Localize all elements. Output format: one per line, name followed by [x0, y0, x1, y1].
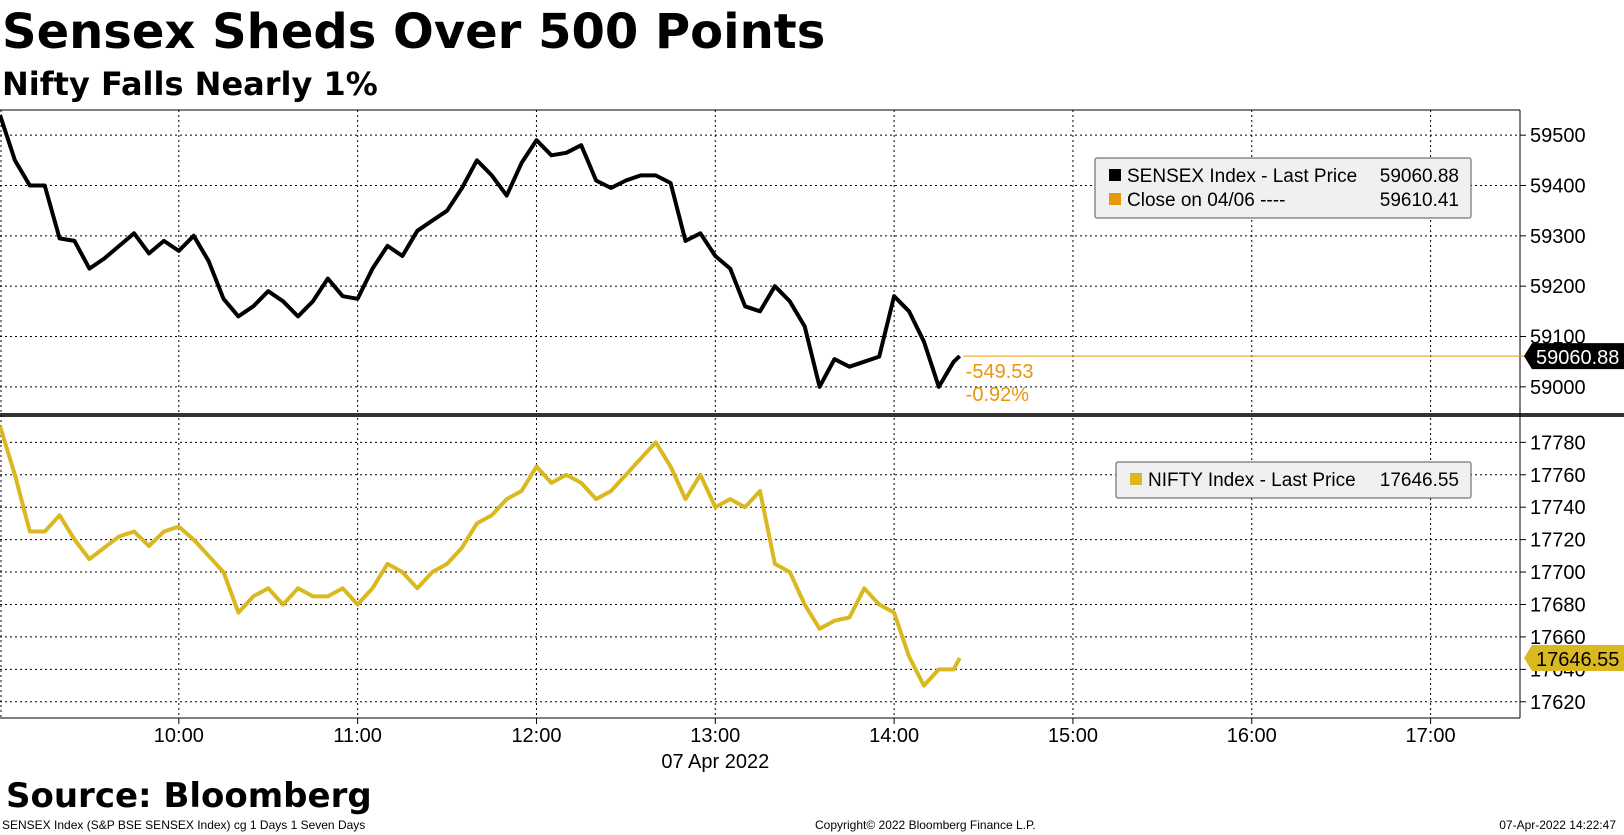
source-label: Source: Bloomberg [6, 776, 372, 816]
sensex-legend-label: Close on 04/06 ---- [1127, 190, 1285, 211]
chart-subtitle: Nifty Falls Nearly 1% [2, 65, 378, 103]
nifty-legend-swatch [1130, 473, 1142, 485]
top-y-tick-label: 59500 [1530, 125, 1586, 147]
top-y-tick-label: 59100 [1530, 327, 1586, 349]
sensex-last-value-tag-bg [1524, 343, 1624, 370]
nifty-last-value-tag: 17646.55 [1524, 645, 1624, 671]
nifty-legend-box [1115, 461, 1472, 499]
top-y-tick-label: 59000 [1530, 377, 1586, 399]
x-tick-label: 15:00 [1048, 725, 1098, 747]
top-y-tick-label: 59200 [1530, 276, 1586, 298]
x-tick-label: 10:00 [154, 725, 204, 747]
nifty-legend-value: 17646.55 [1380, 470, 1459, 491]
footer-copyright: Copyright© 2022 Bloomberg Finance L.P. [815, 818, 1036, 832]
x-tick-label: 11:00 [333, 725, 382, 747]
bottom-y-tick-label: 17720 [1530, 530, 1586, 552]
nifty-legend-label: NIFTY Index - Last Price [1148, 470, 1356, 491]
footer-security-description: SENSEX Index (S&P BSE SENSEX Index) cg 1… [2, 818, 366, 832]
bottom-y-tick-label: 17620 [1530, 692, 1586, 714]
nifty-series-line [0, 425, 962, 688]
x-axis-date-label: 07 Apr 2022 [661, 751, 769, 773]
sensex-legend: SENSEX Index - Last Price 59060.88 Close o… [1094, 157, 1472, 219]
change-points-label: -549.53 [966, 361, 1034, 383]
x-tick-label: 17:00 [1406, 725, 1456, 747]
bottom-y-tick-label: 17700 [1530, 562, 1586, 584]
chart-title: Sensex Sheds Over 500 Points [2, 4, 826, 60]
top-y-tick-label: 59400 [1530, 176, 1586, 198]
sensex-legend-value: 59060.88 [1380, 166, 1459, 187]
sensex-last-value-tag-text: 59060.88 [1536, 347, 1619, 369]
change-percent-label: -0.92% [966, 384, 1030, 406]
sensex-series-line [0, 114, 962, 389]
footer-timestamp: 07-Apr-2022 14:22:47 [1499, 818, 1616, 832]
bottom-y-tick-label: 17780 [1530, 432, 1586, 454]
top-y-tick-label: 59300 [1530, 226, 1586, 248]
bottom-y-tick-label: 17760 [1530, 465, 1586, 487]
x-tick-label: 12:00 [511, 725, 561, 747]
x-tick-label: 16:00 [1227, 725, 1277, 747]
x-tick-label: 14:00 [869, 725, 919, 747]
sensex-legend-value: 59610.41 [1380, 190, 1459, 211]
bottom-y-tick-label: 17680 [1530, 594, 1586, 616]
x-tick-label: 13:00 [690, 725, 740, 747]
nifty-last-value-tag-text: 17646.55 [1536, 649, 1619, 671]
nifty-legend: NIFTY Index - Last Price 17646.55 [1115, 461, 1472, 499]
sensex-legend-swatch [1109, 193, 1121, 205]
sensex-last-value-tag: 59060.88 [1524, 343, 1624, 370]
sensex-legend-swatch [1109, 169, 1121, 181]
sensex-legend-box [1094, 157, 1472, 219]
nifty-last-value-tag-bg [1524, 645, 1624, 671]
sensex-legend-label: SENSEX Index - Last Price [1127, 166, 1357, 187]
bottom-y-tick-label: 17660 [1530, 627, 1586, 649]
bottom-y-tick-label: 17740 [1530, 497, 1586, 519]
